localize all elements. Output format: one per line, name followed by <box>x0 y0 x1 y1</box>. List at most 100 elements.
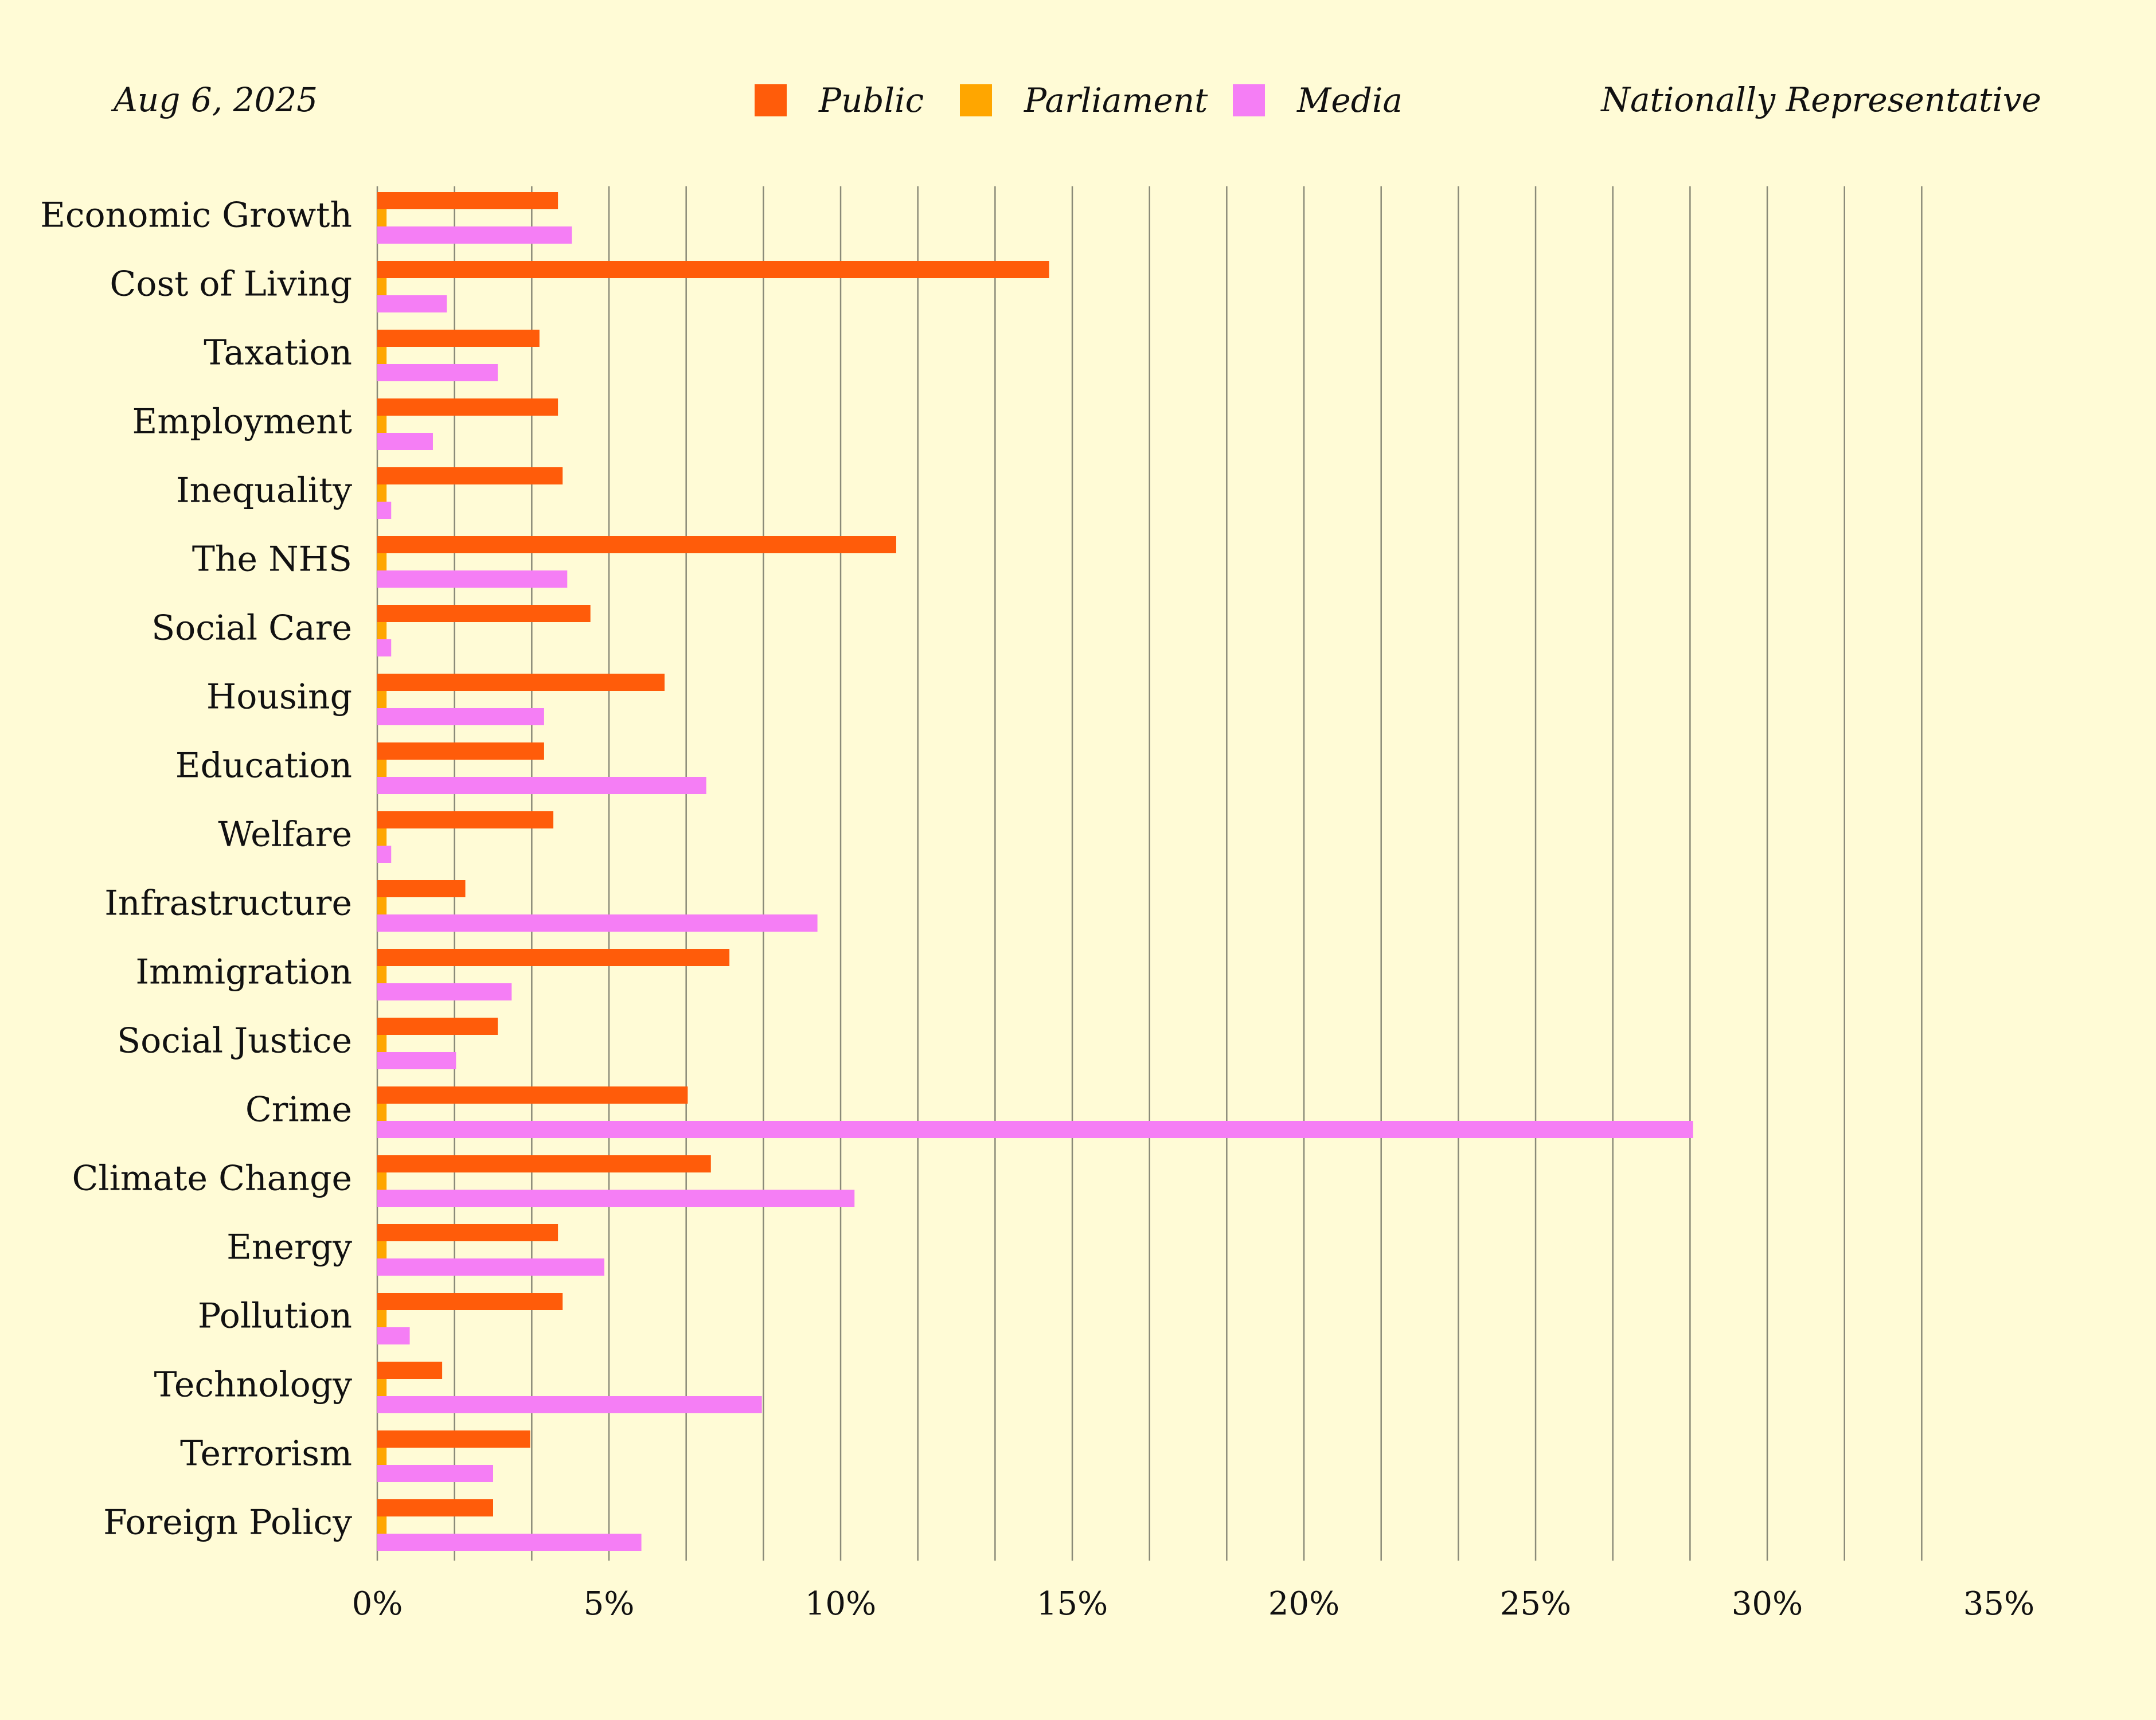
gridlines <box>376 186 1923 1561</box>
bar-parliament-immigration <box>377 966 387 983</box>
legend-item-parliament: Parliament <box>960 81 1208 120</box>
category-label: Foreign Policy <box>103 1503 352 1543</box>
bar-public-economic-growth <box>377 192 558 209</box>
legend-item-media: Media <box>1233 81 1403 120</box>
bars <box>377 192 1693 1551</box>
bar-media-economic-growth <box>377 226 572 244</box>
bar-parliament-employment <box>377 416 387 433</box>
bar-public-welfare <box>377 811 554 828</box>
bar-media-infrastructure <box>377 914 818 932</box>
bar-media-social-care <box>377 639 392 656</box>
category-labels: Economic Growth Cost of Living Taxation Emp… <box>40 196 352 1543</box>
category-label: Taxation <box>204 333 352 373</box>
legend-label-parliament: Parliament <box>1024 81 1208 120</box>
legend-label-media: Media <box>1297 81 1403 120</box>
bar-parliament-foreign-policy <box>377 1516 387 1534</box>
category-label: Social Care <box>151 608 352 648</box>
bar-public-taxation <box>377 330 540 347</box>
bar-media-pollution <box>377 1327 410 1344</box>
category-label: Terrorism <box>180 1434 352 1474</box>
bar-media-education <box>377 777 706 794</box>
category-label: Social Justice <box>117 1021 352 1061</box>
x-tick-label: 10% <box>805 1585 876 1623</box>
x-tick-label: 20% <box>1268 1585 1339 1623</box>
category-label: Education <box>175 746 352 786</box>
bar-media-climate-change <box>377 1190 855 1207</box>
bar-parliament-climate-change <box>377 1172 387 1190</box>
bar-public-housing <box>377 674 665 691</box>
bar-media-energy <box>377 1258 604 1276</box>
bar-public-social-justice <box>377 1018 498 1035</box>
bar-public-social-care <box>377 605 591 622</box>
bar-media-the-nhs <box>377 570 568 588</box>
legend-swatch-public <box>755 84 787 116</box>
bar-public-terrorism <box>377 1430 530 1448</box>
bar-public-the-nhs <box>377 536 896 553</box>
legend-item-public: Public <box>755 81 924 120</box>
bar-parliament-social-care <box>377 622 387 639</box>
category-label: Climate Change <box>72 1159 352 1199</box>
bar-parliament-taxation <box>377 347 387 364</box>
bar-media-employment <box>377 433 433 450</box>
bar-public-energy <box>377 1224 558 1241</box>
category-label: Crime <box>245 1090 352 1130</box>
bar-parliament-technology <box>377 1379 387 1396</box>
bar-parliament-pollution <box>377 1310 387 1327</box>
bar-parliament-welfare <box>377 828 387 846</box>
bar-public-infrastructure <box>377 880 466 897</box>
category-label: Inequality <box>176 471 352 511</box>
bar-public-inequality <box>377 467 563 484</box>
bar-public-climate-change <box>377 1155 711 1172</box>
bar-media-welfare <box>377 846 392 863</box>
bar-media-crime <box>377 1121 1693 1138</box>
bar-public-crime <box>377 1086 688 1104</box>
bar-media-terrorism <box>377 1465 493 1482</box>
category-label: Cost of Living <box>110 264 352 304</box>
x-tick-label: 25% <box>1500 1585 1571 1623</box>
category-label: The NHS <box>192 540 352 580</box>
bar-parliament-infrastructure <box>377 897 387 914</box>
bar-public-employment <box>377 398 558 416</box>
bar-parliament-cost-of-living <box>377 278 387 295</box>
legend-label-public: Public <box>819 81 924 120</box>
bar-public-education <box>377 742 544 760</box>
chart-date: Aug 6, 2025 <box>114 80 318 119</box>
sample-description: Nationally Representative <box>1601 80 2041 119</box>
bar-media-technology <box>377 1396 762 1413</box>
bar-parliament-economic-growth <box>377 209 387 226</box>
bar-media-social-justice <box>377 1052 456 1069</box>
category-label: Immigration <box>135 952 352 992</box>
bar-public-foreign-policy <box>377 1499 493 1516</box>
category-label: Pollution <box>198 1296 352 1336</box>
bar-parliament-crime <box>377 1104 387 1121</box>
category-label: Employment <box>132 402 352 442</box>
bar-media-immigration <box>377 983 512 1000</box>
bar-public-technology <box>377 1362 443 1379</box>
x-tick-label: 5% <box>584 1585 635 1623</box>
legend-swatch-parliament <box>960 84 992 116</box>
legend-swatch-media <box>1233 84 1265 116</box>
bar-public-immigration <box>377 949 730 966</box>
x-tick-label: 15% <box>1037 1585 1108 1623</box>
bar-parliament-terrorism <box>377 1448 387 1465</box>
x-tick-label: 30% <box>1732 1585 1803 1623</box>
bar-parliament-energy <box>377 1241 387 1258</box>
bar-media-housing <box>377 708 544 725</box>
category-label: Infrastructure <box>104 884 352 924</box>
bar-parliament-inequality <box>377 484 387 502</box>
category-label: Housing <box>206 677 352 717</box>
category-label: Economic Growth <box>40 196 352 236</box>
category-label: Technology <box>154 1365 353 1405</box>
bar-parliament-housing <box>377 691 387 708</box>
bar-media-foreign-policy <box>377 1534 642 1551</box>
bar-parliament-social-justice <box>377 1035 387 1052</box>
bar-media-inequality <box>377 502 392 519</box>
bar-parliament-the-nhs <box>377 553 387 570</box>
x-tick-label: 35% <box>1963 1585 2034 1623</box>
x-tick-labels: 0% 5% 10% 15% 20% 25% 30% 35% <box>352 1585 2035 1623</box>
category-label: Energy <box>226 1228 352 1268</box>
bar-parliament-education <box>377 760 387 777</box>
category-label: Welfare <box>218 815 352 855</box>
x-tick-label: 0% <box>352 1585 403 1623</box>
